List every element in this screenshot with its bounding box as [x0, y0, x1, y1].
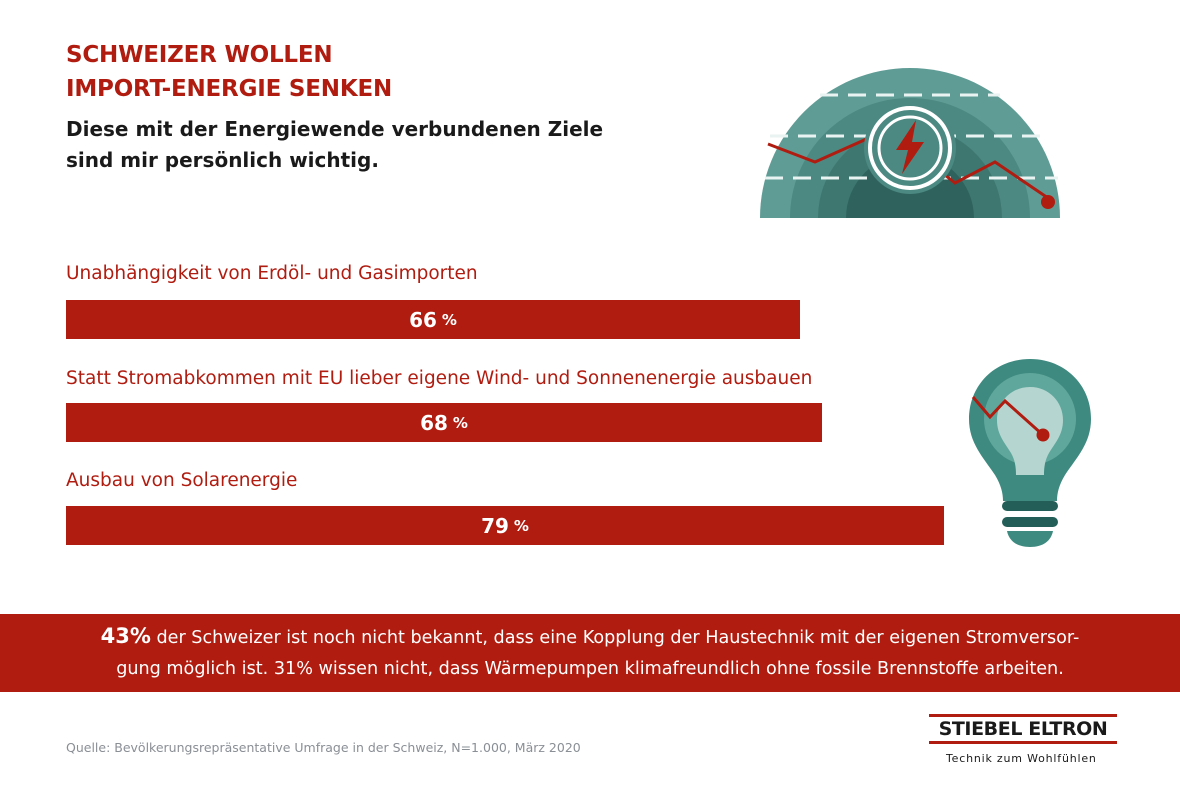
- brand-logo: STIEBEL ELTRON: [929, 714, 1117, 744]
- banner-line-1: 43% der Schweizer ist noch nicht bekannt…: [0, 621, 1180, 654]
- brand-tagline: Technik zum Wohlfühlen: [946, 752, 1097, 765]
- info-banner: 43% der Schweizer ist noch nicht bekannt…: [0, 614, 1180, 692]
- bar-0: 66%: [66, 300, 800, 339]
- bar-unit-0: %: [441, 310, 457, 329]
- subtitle-line-1: Diese mit der Energiewende verbundenen Z…: [66, 117, 604, 141]
- brand-name: STIEBEL ELTRON: [938, 718, 1108, 740]
- subtitle-line-2: sind mir persönlich wichtig.: [66, 148, 379, 172]
- banner-line-1-text: der Schweizer ist noch nicht bekannt, da…: [150, 628, 1080, 648]
- bar-value-2: 79: [481, 513, 509, 538]
- bar-unit-2: %: [513, 516, 529, 535]
- banner-line-2: gung möglich ist. 31% wissen nicht, dass…: [116, 659, 1064, 679]
- source-note: Quelle: Bevölkerungsrepräsentative Umfra…: [66, 740, 581, 755]
- gauge-lightning-icon: [760, 68, 1060, 218]
- bar-2: 79%: [66, 506, 944, 545]
- bar-unit-1: %: [452, 413, 468, 432]
- bar-label-0: Unabhängigkeit von Erdöl- und Gasimporte…: [66, 263, 478, 284]
- bar-value-0: 66: [409, 307, 437, 332]
- bar-label-2: Ausbau von Solarenergie: [66, 470, 298, 491]
- title-line-2: IMPORT-ENERGIE SENKEN: [66, 76, 393, 102]
- light-bulb-icon: [969, 359, 1091, 547]
- chart-subtitle: Diese mit der Energiewende verbundenen Z…: [66, 114, 603, 176]
- title-line-1: SCHWEIZER WOLLEN: [66, 42, 333, 68]
- banner-highlight: 43%: [100, 624, 151, 648]
- chart-title: SCHWEIZER WOLLEN IMPORT-ENERGIE SENKEN: [66, 38, 392, 106]
- bar-1: 68%: [66, 403, 822, 442]
- bar-value-1: 68: [420, 410, 448, 435]
- bar-label-1: Statt Stromabkommen mit EU lieber eigene…: [66, 368, 813, 389]
